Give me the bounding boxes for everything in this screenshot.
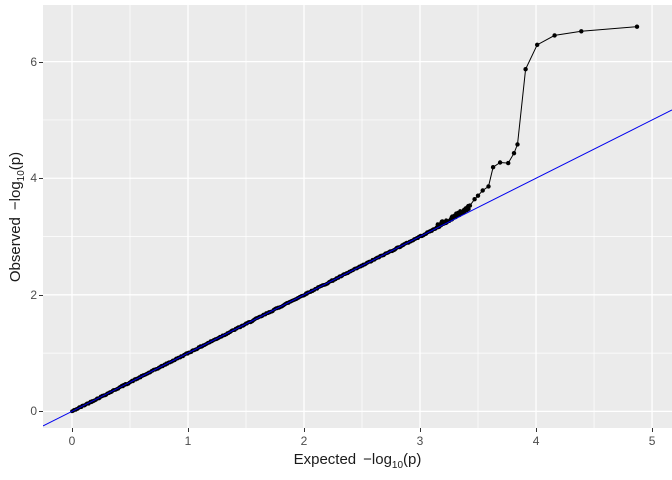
- data-point-tail: [511, 151, 517, 156]
- x-axis-tickmark: [304, 428, 306, 432]
- x-axis-tick-label: 3: [416, 434, 424, 448]
- x-axis-title-arg: (p): [403, 451, 422, 468]
- y-axis-title-func: −log: [7, 181, 24, 211]
- data-point: [458, 209, 463, 213]
- data-point-tail: [552, 33, 557, 38]
- y-axis-tickmark: [39, 178, 43, 180]
- y-axis-tick-label: 2: [30, 287, 37, 302]
- x-axis-tickmark: [72, 428, 73, 432]
- x-axis-title-word: Expected: [293, 451, 357, 468]
- data-point-tail: [506, 160, 511, 166]
- y-axis-tick-label: 4: [30, 171, 37, 186]
- data-point-tail: [634, 24, 640, 29]
- data-point: [462, 207, 466, 212]
- y-axis-tickmark: [39, 294, 43, 296]
- data-point: [437, 222, 442, 227]
- data-point-tail: [515, 142, 520, 147]
- plot-panel: [43, 5, 672, 428]
- identity-reference-line: [43, 109, 672, 427]
- plot-canvas: [43, 5, 672, 428]
- data-point-tail: [486, 184, 491, 189]
- data-point-tail: [475, 193, 481, 198]
- x-axis-tick-label: 1: [184, 434, 192, 448]
- x-axis-tick-label: 2: [300, 434, 308, 448]
- qq-connecting-line: [468, 26, 638, 210]
- y-axis-title-word: Observed: [7, 217, 24, 283]
- y-axis-tickmark: [39, 411, 43, 413]
- data-point-tail: [490, 165, 496, 170]
- x-axis-tickmark: [536, 428, 538, 432]
- y-axis-title: Observed −log10(p): [7, 152, 27, 282]
- x-axis-tickmark: [420, 428, 422, 432]
- data-point-tail: [579, 29, 584, 34]
- x-axis-tickmark: [188, 428, 189, 432]
- data-point-tail: [497, 160, 503, 165]
- data-point-tail: [523, 67, 528, 72]
- x-axis-title: Expected −log10(p): [43, 451, 672, 471]
- x-axis-title-sub: 10: [391, 460, 404, 471]
- data-point-tail: [480, 188, 485, 193]
- data-point: [444, 218, 449, 223]
- data-point-tail: [535, 42, 540, 47]
- x-axis-tickmark: [652, 428, 654, 432]
- x-axis-tick-label: 5: [648, 434, 656, 448]
- y-axis-tick-label: 6: [30, 54, 37, 69]
- y-axis-tickmark: [39, 61, 43, 63]
- x-axis-title-func: −log: [363, 451, 392, 468]
- y-axis-tick-label: 0: [30, 404, 37, 419]
- y-axis-title-arg: (p): [7, 151, 24, 171]
- x-axis-tick-label: 4: [532, 434, 540, 448]
- data-point-tail: [467, 203, 473, 208]
- x-axis-tick-label: 0: [68, 434, 76, 448]
- data-point-tail: [472, 197, 477, 202]
- y-axis-title-sub: 10: [16, 170, 27, 182]
- data-point: [452, 213, 457, 218]
